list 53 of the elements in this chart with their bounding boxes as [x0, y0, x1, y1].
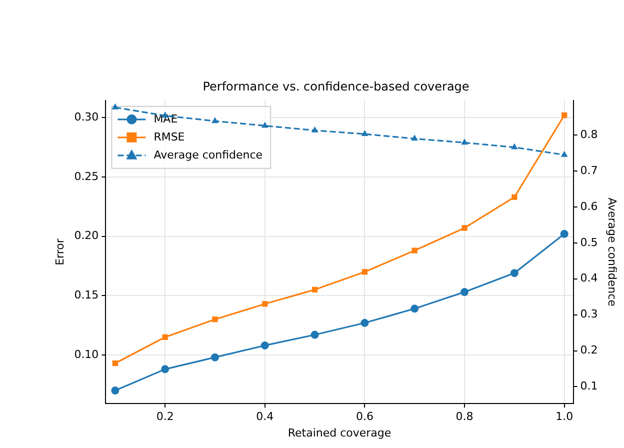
y2-tick-label: 0.7 — [580, 164, 598, 177]
point — [412, 248, 418, 254]
point — [112, 103, 119, 110]
y2-tick-label: 0.1 — [580, 380, 598, 393]
point — [561, 112, 568, 118]
point — [112, 360, 118, 366]
y2-tick-label: 0.5 — [580, 236, 598, 249]
y2-tick-label: 0.3 — [580, 308, 598, 321]
point — [312, 286, 318, 293]
point — [510, 269, 518, 278]
point — [310, 330, 319, 339]
point — [162, 334, 168, 340]
point — [411, 134, 418, 141]
point — [260, 341, 269, 350]
point — [361, 130, 368, 136]
point — [460, 288, 469, 296]
y2-tick-label: 0.2 — [580, 344, 598, 357]
point — [410, 304, 419, 313]
x-tick-label: 0.2 — [156, 410, 174, 424]
y-tick-label: 0.25 — [74, 170, 99, 183]
point — [262, 301, 268, 307]
y2-tick-label: 0.8 — [580, 128, 598, 141]
x-tick-label: 0.6 — [356, 410, 374, 424]
point — [111, 386, 120, 395]
y-tick-label: 0.15 — [74, 288, 99, 302]
legend-label: RMSE — [154, 130, 185, 144]
y-axis-title: Error — [53, 238, 66, 266]
point — [261, 122, 268, 128]
legend-label: Average confidence — [154, 148, 263, 162]
point — [311, 126, 318, 132]
point — [212, 117, 218, 124]
point — [362, 269, 368, 275]
chart-title: Performance vs. confidence-based coverage — [202, 79, 470, 94]
x-tick-label: 0.8 — [456, 410, 474, 424]
point — [360, 318, 369, 327]
y2-tick-label: 0.6 — [580, 200, 598, 213]
point — [161, 365, 170, 374]
y2-axis-title: Average confidence — [606, 198, 619, 307]
point — [560, 230, 568, 238]
y2-tick-label: 0.4 — [580, 272, 598, 285]
point — [461, 138, 468, 145]
point — [560, 150, 568, 157]
point — [210, 353, 219, 362]
y-tick-label: 0.20 — [74, 229, 99, 242]
point — [212, 316, 218, 322]
y-tick-label: 0.10 — [74, 348, 99, 361]
point — [462, 225, 468, 231]
x-axis-title: Retained coverage — [288, 426, 392, 440]
point — [510, 143, 518, 150]
y-tick-label: 0.30 — [74, 110, 99, 124]
x-tick-label: 0.4 — [256, 410, 274, 424]
point — [512, 194, 518, 200]
x-tick-label: 1.0 — [556, 410, 574, 424]
